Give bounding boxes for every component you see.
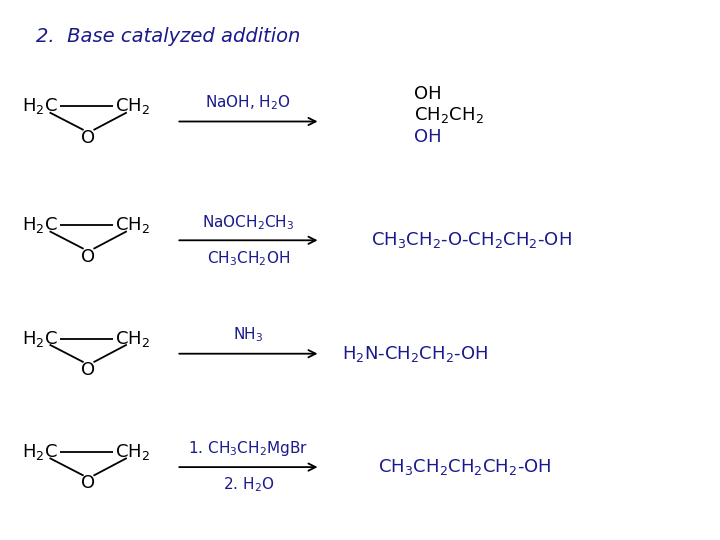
Text: NaOH, H$_2$O: NaOH, H$_2$O xyxy=(205,93,292,112)
Text: NH$_3$: NH$_3$ xyxy=(233,325,264,344)
Text: H$_2$N-CH$_2$CH$_2$-OH: H$_2$N-CH$_2$CH$_2$-OH xyxy=(342,343,488,364)
Text: CH$_3$CH$_2$CH$_2$CH$_2$-OH: CH$_3$CH$_2$CH$_2$CH$_2$-OH xyxy=(378,457,552,477)
Text: NaOCH$_2$CH$_3$: NaOCH$_2$CH$_3$ xyxy=(202,213,294,232)
Text: O: O xyxy=(81,247,96,266)
Text: O: O xyxy=(81,361,96,379)
Text: CH$_3$CH$_2$-O-CH$_2$CH$_2$-OH: CH$_3$CH$_2$-O-CH$_2$CH$_2$-OH xyxy=(371,230,572,251)
Text: H$_2$C: H$_2$C xyxy=(22,442,58,462)
Text: CH$_2$: CH$_2$ xyxy=(115,96,150,117)
Text: CH$_2$: CH$_2$ xyxy=(115,328,150,349)
Text: 1. CH$_3$CH$_2$MgBr: 1. CH$_3$CH$_2$MgBr xyxy=(189,440,308,458)
Text: CH$_2$CH$_2$: CH$_2$CH$_2$ xyxy=(414,105,484,125)
Text: CH$_2$: CH$_2$ xyxy=(115,215,150,235)
Text: H$_2$C: H$_2$C xyxy=(22,215,58,235)
Text: H$_2$C: H$_2$C xyxy=(22,328,58,349)
Text: OH: OH xyxy=(414,85,441,104)
Text: O: O xyxy=(81,129,96,147)
Text: CH$_3$CH$_2$OH: CH$_3$CH$_2$OH xyxy=(207,249,290,268)
Text: OH: OH xyxy=(414,127,441,146)
Text: H$_2$C: H$_2$C xyxy=(22,96,58,117)
Text: O: O xyxy=(81,474,96,492)
Text: 2. H$_2$O: 2. H$_2$O xyxy=(222,476,274,495)
Text: 2.  Base catalyzed addition: 2. Base catalyzed addition xyxy=(36,27,300,46)
Text: CH$_2$: CH$_2$ xyxy=(115,442,150,462)
